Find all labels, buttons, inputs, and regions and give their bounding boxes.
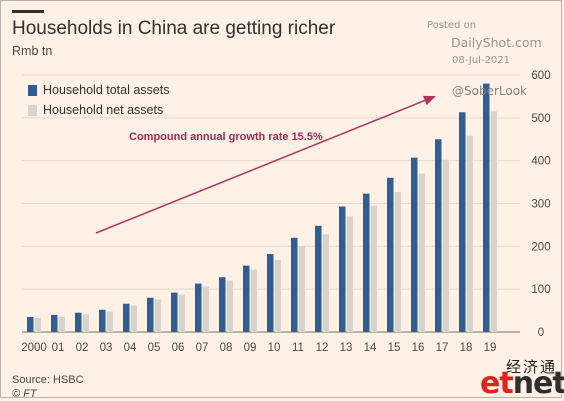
- x-tick-label: 19: [484, 342, 497, 354]
- bar-total: [315, 225, 322, 332]
- legend-label-total: Household total assets: [43, 83, 170, 97]
- legend-swatch-net: [28, 104, 37, 116]
- etnet-chinese-label: 经济通: [506, 358, 558, 376]
- x-tick-label: 17: [436, 342, 449, 354]
- bar-total: [483, 83, 490, 332]
- bar-total: [435, 139, 442, 332]
- y-tick-label: 100: [531, 284, 550, 296]
- watermark-handle: @SoberLook: [452, 84, 527, 98]
- x-tick-label: 04: [124, 342, 137, 354]
- growth-arrow-head: [423, 95, 436, 106]
- x-tick-label: 2000: [21, 342, 47, 354]
- growth-arrow-line: [95, 98, 429, 234]
- bar-net: [466, 135, 473, 332]
- logo-net: net: [512, 366, 564, 401]
- bar-total: [27, 317, 34, 332]
- x-tick-label: 16: [412, 342, 425, 354]
- legend-label-net: Household net assets: [43, 103, 164, 117]
- bar-net: [394, 191, 401, 332]
- bar-net: [130, 305, 137, 332]
- y-tick-label: 300: [531, 199, 550, 211]
- bar-total: [123, 303, 130, 332]
- bar-net: [442, 159, 449, 332]
- x-tick-label: 11: [292, 342, 304, 354]
- title-accent-bar: [12, 10, 44, 13]
- x-tick-label: 10: [268, 342, 281, 354]
- bar-total: [51, 314, 58, 332]
- legend: Household total assets Household net ass…: [28, 80, 169, 120]
- x-tick-label: 09: [244, 342, 257, 354]
- legend-item-total: Household total assets: [28, 80, 169, 100]
- bar-net: [322, 234, 329, 332]
- x-tick-label: 05: [148, 342, 161, 354]
- bar-net: [298, 246, 305, 332]
- legend-swatch-total: [28, 84, 37, 96]
- bar-net: [274, 260, 281, 332]
- bar-net: [178, 294, 185, 332]
- bar-total: [195, 283, 202, 332]
- bar-net: [202, 286, 209, 332]
- y-tick-label: 200: [531, 241, 550, 253]
- bar-net: [34, 317, 41, 332]
- bar-total: [291, 237, 298, 332]
- bar-total: [459, 112, 466, 332]
- bar-total: [219, 277, 226, 332]
- bar-total: [147, 297, 154, 332]
- y-tick-label: 400: [531, 156, 550, 168]
- logo-t: t: [499, 366, 513, 401]
- source-note: Source: HSBC: [12, 374, 84, 386]
- cagr-annotation: Compound annual growth rate 15.5%: [129, 131, 323, 143]
- bar-net: [106, 311, 113, 332]
- x-tick-label: 03: [100, 342, 113, 354]
- bar-net: [370, 205, 377, 332]
- bar-total: [387, 177, 394, 332]
- bar-net: [154, 299, 161, 332]
- x-tick-label: 01: [52, 342, 65, 354]
- unit-label: Rmb tn: [12, 44, 53, 58]
- bar-total: [75, 312, 82, 332]
- bar-total: [411, 157, 418, 332]
- watermark-posted: Posted on: [427, 20, 477, 31]
- y-tick-label: 600: [531, 70, 550, 82]
- y-tick-label: 500: [531, 113, 550, 125]
- x-tick-label: 18: [460, 342, 473, 354]
- x-tick-label: 12: [316, 342, 329, 354]
- watermark-date: 08-Jul-2021: [452, 55, 511, 66]
- bar-total: [171, 292, 178, 332]
- x-tick-label: 07: [196, 342, 209, 354]
- bar-net: [346, 216, 353, 332]
- chart-title: Households in China are getting richer: [12, 18, 336, 39]
- bar-net: [418, 173, 425, 332]
- bar-net: [82, 314, 89, 332]
- bar-net: [58, 316, 65, 332]
- bar-net: [226, 280, 233, 332]
- legend-item-net: Household net assets: [28, 100, 169, 120]
- watermark-site: DailyShot.com: [451, 35, 542, 50]
- bar-total: [363, 193, 370, 332]
- bar-net: [250, 269, 257, 332]
- x-tick-label: 15: [388, 342, 401, 354]
- x-tick-label: 08: [220, 342, 233, 354]
- bar-total: [99, 309, 106, 332]
- y-tick-label: 0: [538, 327, 544, 339]
- x-tick-label: 14: [364, 342, 377, 354]
- ft-credit: © FT: [12, 388, 37, 400]
- bar-total: [339, 206, 346, 332]
- logo-e: e: [480, 366, 500, 401]
- bar-net: [490, 111, 497, 333]
- bar-total: [267, 254, 274, 332]
- bar-total: [243, 265, 250, 332]
- x-tick-label: 06: [172, 342, 185, 354]
- x-tick-label: 13: [340, 342, 353, 354]
- etnet-logo: etnet: [480, 366, 564, 401]
- x-tick-label: 02: [76, 342, 89, 354]
